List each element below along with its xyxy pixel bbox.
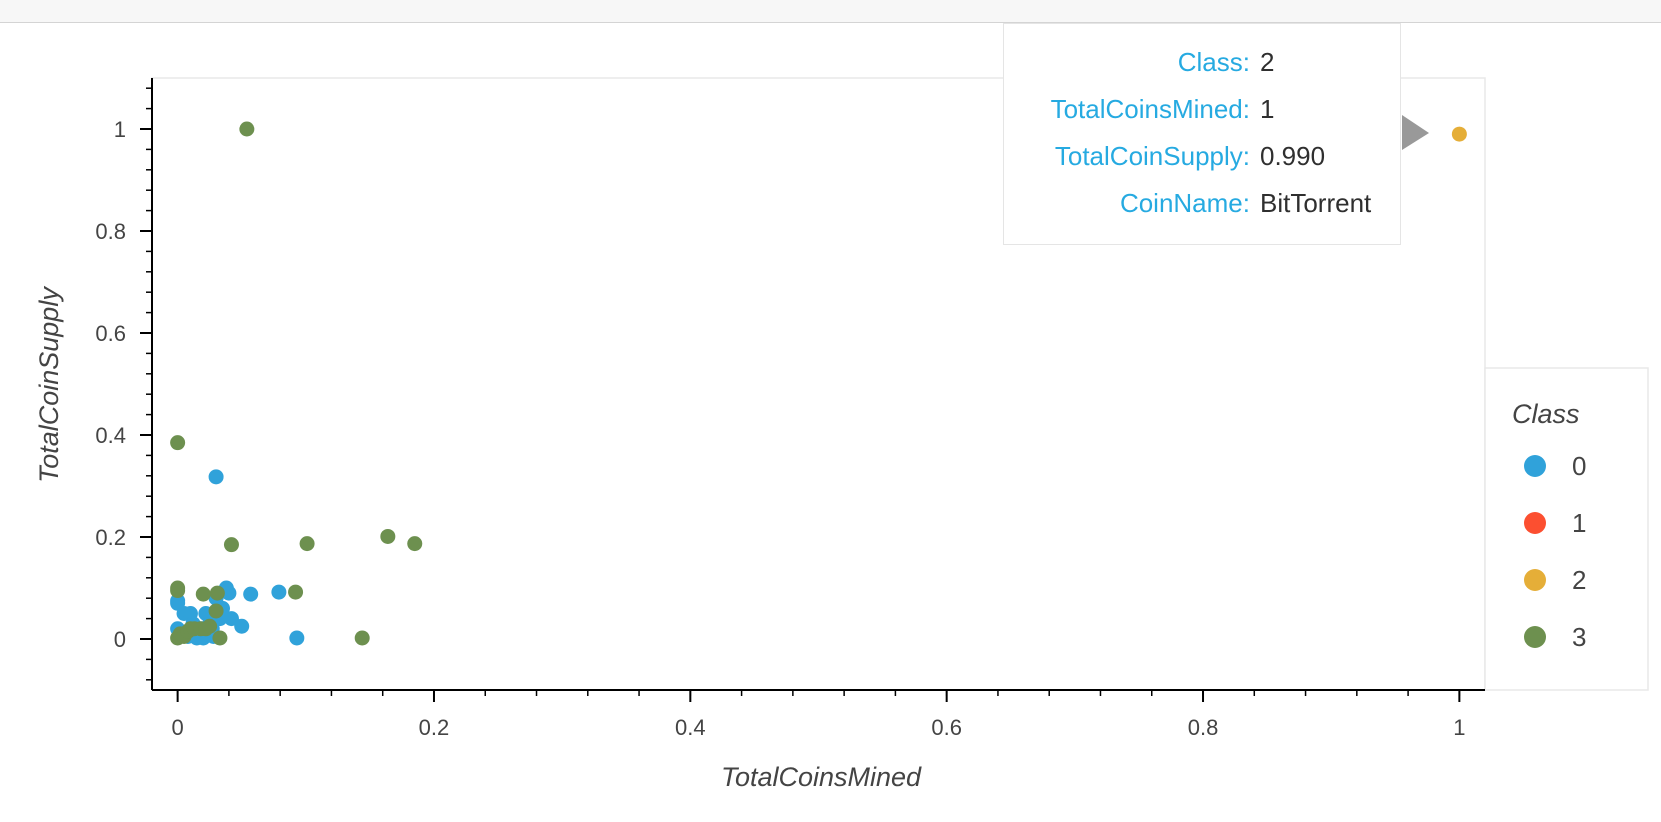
tooltip-row-coin-name: CoinName: BitTorrent	[1004, 188, 1402, 220]
data-point-class-3	[208, 603, 224, 619]
legend-marker-1	[1524, 512, 1546, 534]
legend-marker-2	[1524, 569, 1546, 591]
tooltip-value: 2	[1260, 47, 1275, 77]
data-point-class-0	[208, 469, 224, 485]
data-point-class-3	[380, 528, 396, 544]
tooltip-key: CoinName:	[1119, 188, 1250, 218]
y-axis-title: TotalCoinSupply	[34, 286, 64, 483]
legend-label-1: 1	[1572, 508, 1586, 538]
data-point-class-3	[212, 630, 228, 646]
data-point-class-0	[243, 586, 259, 602]
tooltip-value: 0.990	[1260, 141, 1326, 171]
hover-tooltip: Class: 2 TotalCoinsMined: 1 TotalCoinSup…	[1003, 23, 1401, 245]
legend-box	[1484, 367, 1649, 691]
data-point-class-0	[289, 630, 305, 646]
x-tick-label: 1	[1453, 715, 1465, 740]
tooltip-key: TotalCoinsMined:	[1050, 94, 1250, 124]
tooltip-key: TotalCoinSupply:	[1054, 141, 1250, 171]
notebook-output-header-bar	[0, 0, 1661, 23]
data-point-class-0	[223, 611, 239, 627]
x-tick-label: 0.8	[1188, 715, 1219, 740]
x-axis-title: TotalCoinsMined	[721, 762, 922, 792]
tooltip-key: Class:	[1177, 47, 1250, 77]
data-point-class-3	[170, 583, 186, 599]
y-tick-label: 0.2	[95, 525, 126, 550]
y-tick-label: 0.4	[95, 423, 126, 448]
legend-marker-3	[1524, 626, 1546, 648]
data-point-class-3	[202, 618, 218, 634]
tooltip-value: 1	[1260, 94, 1275, 124]
x-tick-label: 0.4	[675, 715, 706, 740]
data-point-class-3	[299, 536, 315, 552]
data-point-class-3	[239, 121, 255, 137]
data-point-class-3	[354, 630, 370, 646]
data-point-class-0	[221, 585, 237, 601]
x-axis: 0 0.2 0.4 0.6 0.8 1	[152, 689, 1485, 740]
x-tick-label: 0.2	[419, 715, 450, 740]
x-tick-label: 0.6	[931, 715, 962, 740]
y-tick-label: 0	[114, 627, 126, 652]
legend-label-0: 0	[1572, 451, 1586, 481]
legend-label-2: 2	[1572, 565, 1586, 595]
data-point-class-3	[195, 586, 211, 602]
y-tick-label: 0.8	[95, 219, 126, 244]
data-point-class-3	[288, 584, 304, 600]
y-axis: 0 0.2 0.4 0.6 0.8 1	[95, 78, 153, 690]
legend-items: 0 1 2 3	[1524, 451, 1586, 652]
legend-label-3: 3	[1572, 622, 1586, 652]
data-point-class-3	[407, 536, 423, 552]
y-tick-label: 1	[114, 117, 126, 142]
data-point-class-2	[1451, 126, 1467, 142]
tooltip-pointer	[1402, 115, 1429, 150]
data-point-class-0	[271, 584, 287, 600]
tooltip-value: BitTorrent	[1260, 188, 1372, 218]
legend-marker-0	[1524, 455, 1546, 477]
x-tick-label: 0	[172, 715, 184, 740]
data-points	[170, 121, 1467, 646]
data-point-class-3	[223, 537, 239, 553]
tooltip-row-total-coins-mined: TotalCoinsMined: 1	[1004, 94, 1402, 126]
tooltip-row-class: Class: 2	[1004, 47, 1402, 79]
data-point-class-0	[234, 618, 250, 634]
data-point-class-3	[170, 435, 186, 451]
data-point-class-3	[209, 585, 225, 601]
legend-title: Class	[1512, 399, 1580, 429]
y-tick-label: 0.6	[95, 321, 126, 346]
tooltip-row-total-coin-supply: TotalCoinSupply: 0.990	[1004, 141, 1402, 173]
